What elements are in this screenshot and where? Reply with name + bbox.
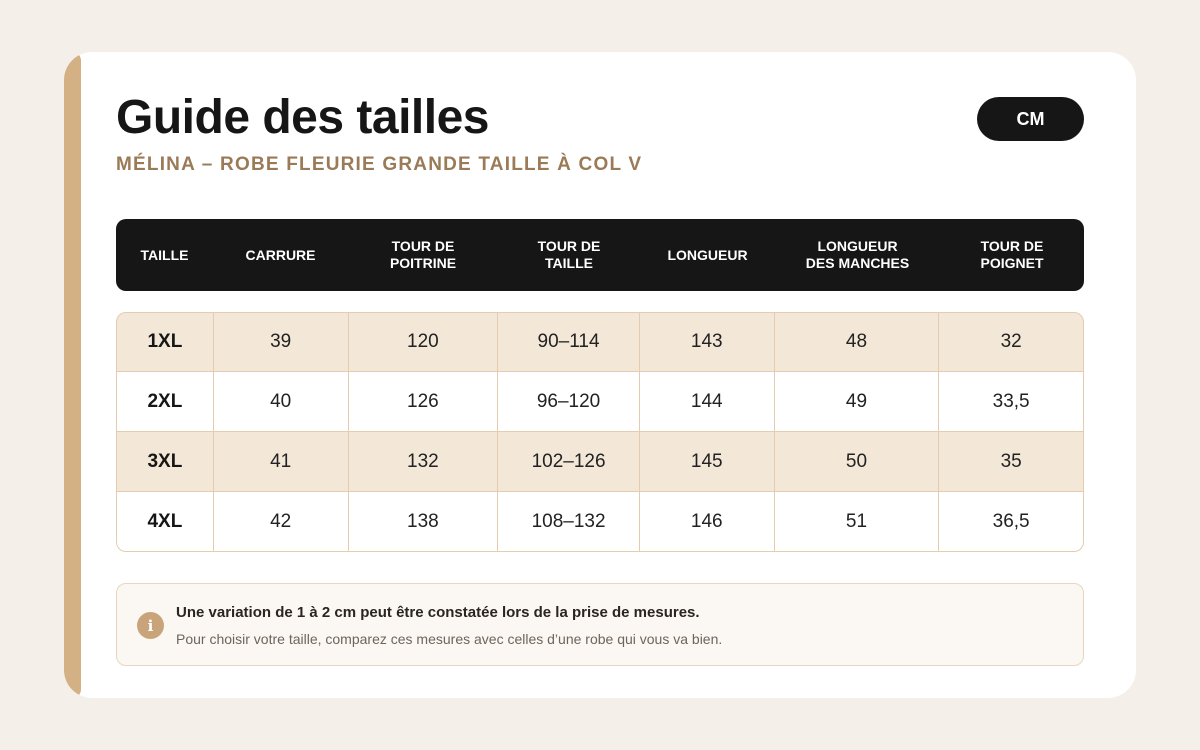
table-cell: 108–132 — [498, 492, 640, 551]
table-cell: 35 — [1000, 450, 1022, 472]
table-cell: 144 — [640, 372, 775, 431]
table-cell: 146 — [640, 492, 775, 551]
table-cell: 145 — [640, 432, 775, 491]
size-cell: 2XL — [117, 372, 214, 431]
page-title: Guide des tailles — [116, 91, 489, 144]
note-text: Pour choisir votre taille, comparez ces … — [176, 631, 723, 647]
table-cell: 33,5 — [992, 390, 1030, 412]
info-icon: i — [137, 612, 164, 639]
table-cell: 126 — [349, 372, 499, 431]
column-header-longueur-des-manches: LONGUEUR DES MANCHES — [805, 238, 910, 271]
table-cell: 41 — [214, 432, 349, 491]
size-guide-card: Guide des tailles MÉLINA – ROBE FLEURIE … — [64, 52, 1136, 698]
size-cell: 1XL — [117, 313, 214, 371]
table-cell: 49 — [775, 372, 940, 431]
size-table-body: 1XL 39 120 90–114 143 48 32 2XL 40 126 9… — [116, 312, 1084, 552]
column-header-tour-de-taille: TOUR DE TAILLE — [537, 238, 601, 271]
table-row: 1XL 39 120 90–114 143 48 32 — [116, 312, 1084, 372]
table-cell: 96–120 — [498, 372, 640, 431]
table-cell: 48 — [775, 313, 940, 371]
table-cell: 39 — [214, 313, 349, 371]
column-header-longueur: LONGUEUR — [667, 246, 748, 263]
card-accent-bar — [64, 52, 81, 698]
table-cell: 42 — [214, 492, 349, 551]
table-row: 4XL 42 138 108–132 146 51 36,5 — [116, 492, 1084, 552]
table-cell: 32 — [1000, 331, 1022, 352]
column-header-tour-de-poitrine: TOUR DE POITRINE — [389, 238, 457, 271]
size-cell: 3XL — [117, 432, 214, 491]
product-subtitle: MÉLINA – ROBE FLEURIE GRANDE TAILLE À CO… — [116, 154, 643, 175]
unit-toggle-button[interactable]: CM — [977, 97, 1084, 141]
note-title: Une variation de 1 à 2 cm peut être cons… — [176, 604, 700, 621]
table-cell: 132 — [349, 432, 499, 491]
table-cell: 36,5 — [992, 510, 1030, 532]
size-cell: 4XL — [117, 492, 214, 551]
measurement-note: i Une variation de 1 à 2 cm peut être co… — [116, 583, 1084, 666]
table-cell: 102–126 — [498, 432, 640, 491]
table-cell: 51 — [775, 492, 940, 551]
table-cell: 40 — [214, 372, 349, 431]
table-cell: 138 — [349, 492, 499, 551]
column-header-carrure: CARRURE — [245, 246, 316, 263]
table-cell: 50 — [775, 432, 940, 491]
table-row: 3XL 41 132 102–126 145 50 35 — [116, 432, 1084, 492]
column-header-tour-de-poignet: TOUR DE POIGNET — [980, 238, 1044, 271]
table-cell: 120 — [349, 313, 499, 371]
column-header-taille: TAILLE — [140, 246, 189, 263]
table-cell: 90–114 — [498, 313, 640, 371]
table-cell: 143 — [640, 313, 775, 371]
table-header: TAILLE CARRURE TOUR DE POITRINE TOUR DE … — [116, 219, 1084, 291]
table-row: 2XL 40 126 96–120 144 49 33,5 — [116, 372, 1084, 432]
